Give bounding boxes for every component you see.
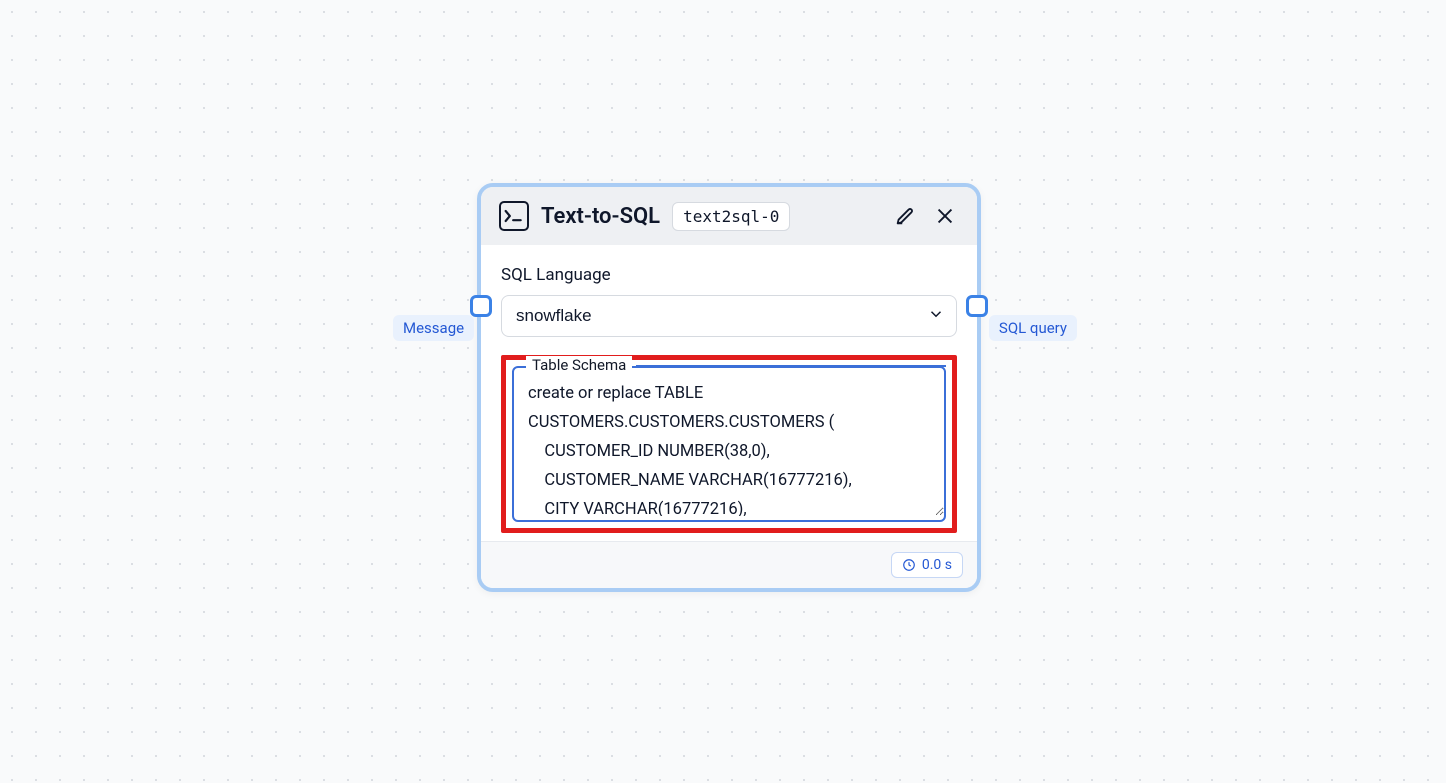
sql-language-label: SQL Language xyxy=(501,265,957,285)
output-port[interactable] xyxy=(966,295,988,317)
sql-language-select-wrap xyxy=(501,295,957,337)
output-port-label: SQL query xyxy=(989,315,1077,341)
node-title: Text-to-SQL xyxy=(541,204,660,229)
close-button[interactable] xyxy=(931,202,959,230)
node-header: Text-to-SQL text2sql-0 xyxy=(481,187,977,245)
node-footer: 0.0 s xyxy=(481,541,977,588)
terminal-icon xyxy=(499,201,529,231)
execution-time-badge: 0.0 s xyxy=(891,552,963,578)
clock-icon xyxy=(902,558,916,572)
edit-button[interactable] xyxy=(891,202,919,230)
execution-time-text: 0.0 s xyxy=(922,557,952,573)
table-schema-label: Table Schema xyxy=(526,356,632,374)
sql-language-select[interactable] xyxy=(501,295,957,337)
input-port[interactable] xyxy=(470,295,492,317)
input-port-label: Message xyxy=(393,315,474,341)
node-id-badge: text2sql-0 xyxy=(672,202,790,231)
node-body: SQL Language Table Schema xyxy=(481,245,977,541)
table-schema-highlight: Table Schema xyxy=(501,355,957,533)
table-schema-fieldset: Table Schema xyxy=(512,366,946,522)
table-schema-textarea[interactable] xyxy=(514,368,944,516)
text-to-sql-node[interactable]: Message SQL query Text-to-SQL text2sql-0… xyxy=(477,183,981,592)
